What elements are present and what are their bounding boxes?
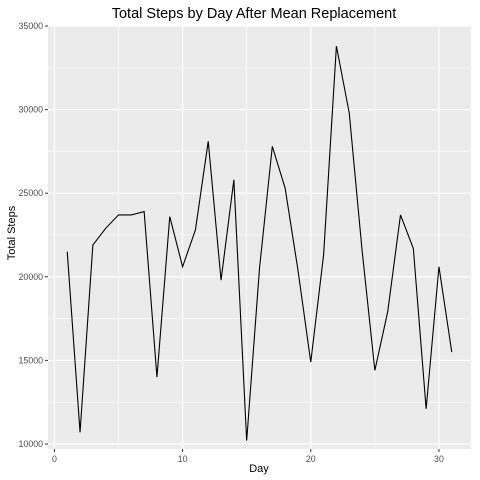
y-tick-label: 35000 [19, 21, 44, 31]
x-tick-label: 0 [52, 454, 57, 464]
y-tick-label: 25000 [19, 188, 44, 198]
x-axis-title: Day [249, 463, 269, 475]
chart-title: Total Steps by Day After Mean Replacemen… [112, 6, 397, 22]
y-tick-label: 15000 [19, 355, 44, 365]
y-tick-label: 10000 [19, 439, 44, 449]
grid-major [48, 25, 471, 449]
y-tick-label: 20000 [19, 272, 44, 282]
x-axis-ticks: 0 10 20 30 [52, 449, 444, 464]
y-axis-ticks: 10000 15000 20000 25000 30000 35000 [19, 21, 48, 449]
y-tick-label: 30000 [19, 105, 44, 115]
x-tick-label: 20 [306, 454, 316, 464]
y-axis-title: Total Steps [6, 205, 18, 260]
plot-panel [48, 26, 471, 449]
x-tick-label: 30 [434, 454, 444, 464]
series-line [66, 45, 453, 441]
x-tick-label: 10 [178, 454, 188, 464]
grid-minor [48, 26, 471, 449]
